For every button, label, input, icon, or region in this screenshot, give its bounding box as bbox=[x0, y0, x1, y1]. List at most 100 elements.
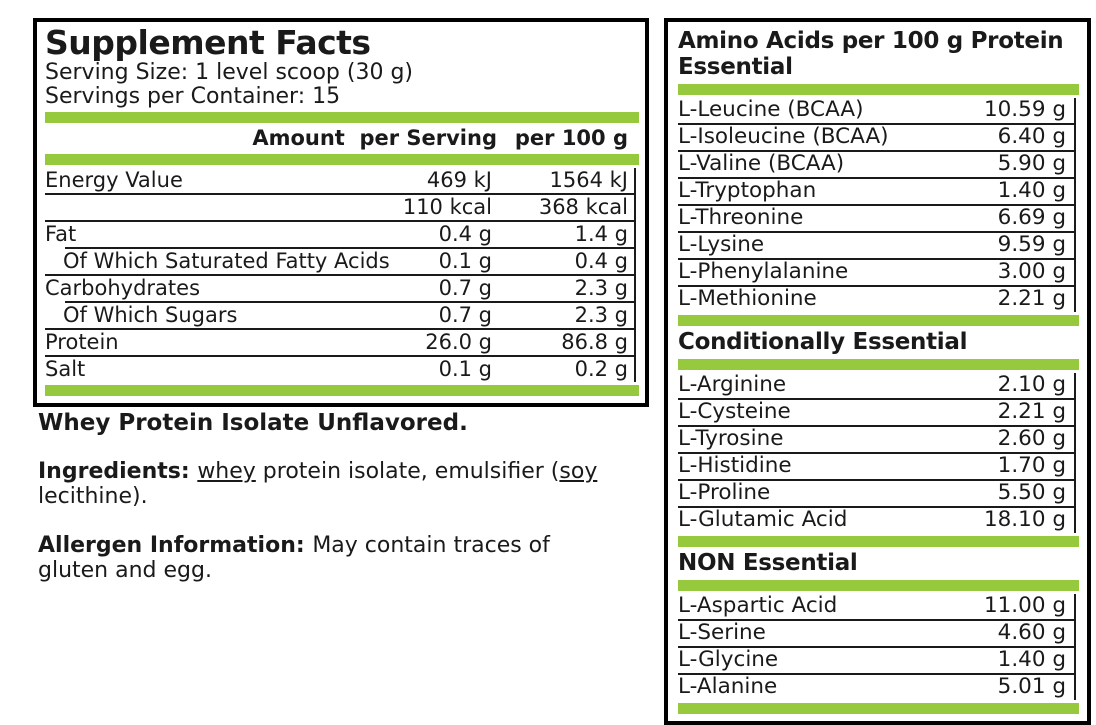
amino-acid-value: 2.60 g bbox=[997, 426, 1066, 451]
nutrition-row: Energy Value 469 kJ 1564 kJ bbox=[45, 168, 634, 193]
row-divider bbox=[678, 177, 1074, 179]
amino-acid-row: L-Arginine 2.10 g bbox=[678, 373, 1074, 398]
row-divider bbox=[678, 673, 1074, 675]
amino-acid-row: L-Alanine 5.01 g bbox=[678, 675, 1074, 700]
amino-acid-name: L-Valine (BCAA) bbox=[678, 151, 845, 176]
amino-acid-name: L-Histidine bbox=[678, 453, 792, 478]
per-serving-value: 0.1 g bbox=[438, 357, 492, 381]
nutrition-row: 110 kcal 368 kcal bbox=[45, 195, 634, 220]
amino-acid-name: L-Alanine bbox=[678, 674, 778, 699]
row-divider bbox=[678, 285, 1074, 287]
row-divider bbox=[65, 301, 634, 303]
amino-acid-value: 2.21 g bbox=[997, 399, 1066, 424]
amino-acid-row: L-Valine (BCAA) 5.90 g bbox=[678, 152, 1074, 177]
amino-acid-rows: L-Leucine (BCAA) 10.59 g L-Isoleucine (BCA… bbox=[678, 98, 1076, 312]
row-divider bbox=[678, 231, 1074, 233]
allergen-text: May contain traces of gluten and egg. bbox=[38, 533, 550, 583]
nutrition-label: Fat bbox=[45, 222, 77, 246]
row-divider bbox=[678, 646, 1074, 648]
amino-acids-sections: Amino Acids per 100 g Protein Essential L-… bbox=[678, 28, 1079, 714]
allergen-paragraph: Allergen Information: May contain traces… bbox=[38, 533, 638, 583]
per-100g-value: 2.3 g bbox=[574, 276, 628, 300]
nutrition-label: Of Which Saturated Fatty Acids bbox=[63, 249, 390, 273]
amino-acid-row: L-Cysteine 2.21 g bbox=[678, 400, 1074, 425]
amino-acid-name: L-Aspartic Acid bbox=[678, 593, 838, 618]
per-100g-value: 86.8 g bbox=[561, 330, 628, 354]
amino-acid-row: L-Serine 4.60 g bbox=[678, 621, 1074, 646]
servings-per-container-line: Servings per Container: 15 bbox=[45, 84, 341, 109]
amino-acid-row: L-Leucine (BCAA) 10.59 g bbox=[678, 98, 1074, 123]
amino-acid-name: L-Glutamic Acid bbox=[678, 507, 848, 532]
green-bar bbox=[678, 536, 1079, 547]
row-divider bbox=[678, 619, 1074, 621]
row-divider bbox=[678, 123, 1074, 125]
amino-acid-value: 2.10 g bbox=[997, 372, 1066, 397]
row-divider bbox=[678, 258, 1074, 260]
section-header-line: Amino Acids per 100 g Protein bbox=[678, 28, 1064, 54]
amino-acid-value: 1.40 g bbox=[997, 178, 1066, 203]
per-serving-value: 0.7 g bbox=[438, 303, 492, 327]
per-serving-value: 110 kcal bbox=[402, 195, 492, 219]
amino-acid-row: L-Glycine 1.40 g bbox=[678, 648, 1074, 673]
amino-acid-value: 11.00 g bbox=[983, 593, 1066, 618]
green-bar bbox=[678, 359, 1079, 370]
amino-acid-name: L-Tyrosine bbox=[678, 426, 784, 451]
row-divider bbox=[678, 398, 1074, 400]
amino-acid-row: L-Histidine 1.70 g bbox=[678, 454, 1074, 479]
row-divider bbox=[678, 204, 1074, 206]
column-header-amount-per-serving: Amount per Serving bbox=[252, 126, 497, 150]
amino-acid-row: L-Tryptophan 1.40 g bbox=[678, 179, 1074, 204]
per-serving-value: 0.4 g bbox=[438, 222, 492, 246]
amino-acid-value: 9.59 g bbox=[997, 232, 1066, 257]
amino-acid-value: 5.50 g bbox=[997, 480, 1066, 505]
nutrition-label: Of Which Sugars bbox=[63, 303, 238, 327]
nutrition-row: Salt 0.1 g 0.2 g bbox=[45, 357, 634, 382]
amino-acids-panel: Amino Acids per 100 g Protein Essential L-… bbox=[664, 18, 1091, 725]
column-header-row: Amount per Serving per 100 g bbox=[45, 126, 639, 151]
green-bar bbox=[45, 385, 639, 396]
green-bar bbox=[678, 580, 1079, 591]
per-serving-value: 469 kJ bbox=[426, 168, 492, 192]
per-serving-value: 0.7 g bbox=[438, 276, 492, 300]
row-divider bbox=[678, 506, 1074, 508]
text-segment: protein isolate, emulsifier ( bbox=[255, 459, 560, 484]
green-bar bbox=[45, 112, 639, 123]
nutrition-row: Carbohydrates 0.7 g 2.3 g bbox=[45, 276, 634, 301]
amino-acid-value: 5.01 g bbox=[997, 674, 1066, 699]
amino-acid-name: L-Glycine bbox=[678, 647, 779, 672]
green-bar bbox=[45, 154, 639, 165]
amino-acid-value: 6.40 g bbox=[997, 124, 1066, 149]
nutrition-row: Of Which Sugars 0.7 g 2.3 g bbox=[45, 303, 634, 328]
amino-acid-rows: L-Arginine 2.10 g L-Cysteine 2.21 g L-Tyrosi… bbox=[678, 373, 1076, 533]
amino-acid-name: L-Isoleucine (BCAA) bbox=[678, 124, 889, 149]
section-header: NON Essential bbox=[678, 550, 1079, 576]
amino-acid-value: 1.40 g bbox=[997, 647, 1066, 672]
amino-acid-value: 2.21 g bbox=[997, 286, 1066, 311]
amino-acid-name: L-Leucine (BCAA) bbox=[678, 97, 864, 122]
amino-acid-value: 18.10 g bbox=[983, 507, 1066, 532]
column-header-per-100g: per 100 g bbox=[514, 126, 628, 150]
row-divider bbox=[45, 193, 634, 195]
amino-acid-name: L-Tryptophan bbox=[678, 178, 817, 203]
per-100g-value: 368 kcal bbox=[538, 195, 628, 219]
allergen-label: Allergen Information: bbox=[38, 533, 313, 558]
amino-acid-row: L-Phenylalanine 3.00 g bbox=[678, 260, 1074, 285]
amino-acid-value: 3.00 g bbox=[997, 259, 1066, 284]
amino-acid-value: 1.70 g bbox=[997, 453, 1066, 478]
amino-acid-name: L-Proline bbox=[678, 480, 771, 505]
row-divider bbox=[65, 247, 634, 249]
underlined-term: whey bbox=[197, 459, 256, 484]
nutrition-row: Fat 0.4 g 1.4 g bbox=[45, 222, 634, 247]
amino-acid-value: 5.90 g bbox=[997, 151, 1066, 176]
per-100g-value: 2.3 g bbox=[574, 303, 628, 327]
section-header-line: Conditionally Essential bbox=[678, 329, 968, 355]
amino-acid-value: 6.69 g bbox=[997, 205, 1066, 230]
nutrition-label: Salt bbox=[45, 357, 86, 381]
per-serving-value: 26.0 g bbox=[425, 330, 492, 354]
amino-acid-row: L-Aspartic Acid 11.00 g bbox=[678, 594, 1074, 619]
product-name: Whey Protein Isolate Unflavored. bbox=[38, 410, 468, 436]
serving-size-line: Serving Size: 1 level scoop (30 g) bbox=[45, 60, 413, 85]
amino-acid-value: 10.59 g bbox=[983, 97, 1066, 122]
nutrition-label: Energy Value bbox=[45, 168, 183, 192]
